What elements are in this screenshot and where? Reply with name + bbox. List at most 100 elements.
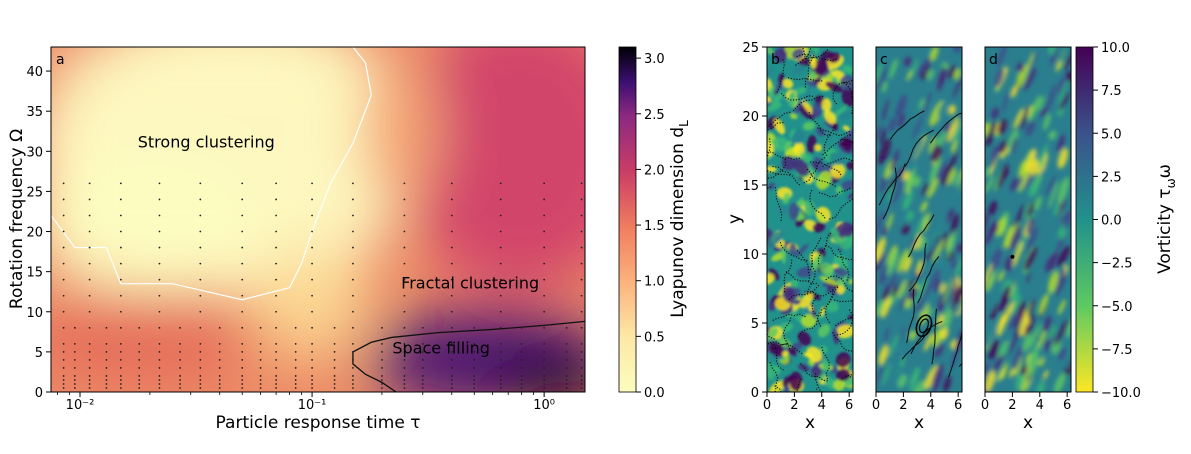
sample-point: [565, 375, 568, 377]
colorbar-dimension-tick-label: 1.0: [644, 275, 665, 290]
sample-point: [403, 230, 406, 233]
sample-point: [421, 383, 424, 385]
sample-point: [62, 278, 65, 281]
sample-point: [294, 326, 297, 329]
sample-point: [311, 367, 313, 369]
sample-point: [543, 342, 546, 345]
sample-point: [158, 350, 161, 353]
sample-point: [275, 310, 278, 313]
colorbar-vorticity-ticks: 10.0 7.5 5.0 2.5 0.0 −2.5 −5.0 −7.5 −10.0: [1093, 41, 1141, 401]
sample-point: [119, 230, 122, 233]
sample-point: [275, 246, 278, 249]
sample-point: [105, 350, 108, 353]
y-tick-label-b: 10: [742, 248, 759, 263]
sample-point: [352, 214, 354, 217]
sample-point: [450, 310, 453, 313]
sample-point: [259, 342, 262, 345]
sample-point: [543, 278, 546, 281]
sample-point: [88, 198, 91, 201]
sample-point: [73, 326, 76, 329]
y-tick-label-a: 15: [26, 266, 43, 281]
sample-point: [158, 375, 161, 377]
sample-point: [352, 294, 354, 297]
sample-point: [381, 379, 383, 381]
sample-point: [520, 342, 523, 345]
sample-point: [241, 182, 244, 185]
sample-point: [333, 350, 336, 353]
particle-filament: [771, 313, 806, 322]
sample-point: [259, 379, 262, 381]
sample-point: [275, 387, 278, 389]
particle-filament: [774, 385, 782, 392]
particle-filament: [817, 127, 851, 137]
sample-point: [199, 198, 202, 201]
sample-point: [543, 182, 546, 185]
sample-point: [199, 342, 202, 345]
sample-point: [138, 326, 141, 329]
sample-point: [218, 359, 221, 361]
sample-point: [499, 342, 502, 345]
sample-point: [199, 359, 202, 361]
sample-point: [543, 375, 546, 377]
sample-point: [381, 383, 383, 385]
axes-b-ticks: 0 2 4 6 0 5 10 15 20 25: [742, 41, 853, 413]
sample-point: [311, 214, 313, 217]
particle-filament: [901, 323, 933, 360]
colorbar-vorticity-gradient: [1075, 46, 1094, 393]
sample-point: [543, 326, 546, 329]
x-axis-label-c: x: [914, 413, 924, 433]
sample-point: [275, 198, 278, 201]
sample-point: [138, 342, 141, 345]
axes-frame-a: [50, 46, 586, 393]
sample-point: [311, 387, 313, 389]
y-tick-label-b: 0: [751, 386, 759, 401]
sample-point: [499, 294, 502, 297]
particle-filament: [783, 258, 793, 293]
sample-point: [73, 342, 76, 345]
sample-point: [403, 383, 406, 385]
sample-point: [421, 379, 424, 381]
sample-point: [403, 387, 406, 389]
colorbar-vorticity-tick-label: −7.5: [1101, 343, 1133, 358]
sample-point: [543, 379, 546, 381]
sample-point: [565, 359, 568, 361]
particle-filament: [801, 47, 810, 62]
sample-point: [311, 198, 313, 201]
sample-point: [294, 350, 297, 353]
sample-point: [311, 350, 313, 353]
sample-point: [119, 294, 122, 297]
x-tick-label-c: 4: [927, 398, 935, 413]
sample-point: [88, 294, 91, 297]
sample-point: [179, 359, 182, 361]
sample-point: [352, 367, 354, 369]
sample-point: [580, 262, 583, 265]
colorbar-vorticity-tick-label: 0.0: [1101, 214, 1122, 229]
sample-point: [105, 367, 108, 369]
sample-point: [218, 342, 221, 345]
sample-point: [294, 387, 297, 389]
sample-point: [199, 230, 202, 233]
sample-point: [580, 387, 583, 389]
sample-point: [241, 310, 244, 313]
sample-point: [580, 310, 583, 313]
vorticity-field-c: [876, 47, 962, 392]
sample-point: [333, 375, 336, 377]
particle-filament: [805, 167, 837, 187]
sample-point: [381, 326, 383, 329]
sample-point: [275, 375, 278, 377]
sample-point: [352, 278, 354, 281]
sample-point: [580, 214, 583, 217]
sample-point: [352, 246, 354, 249]
sample-point: [520, 379, 523, 381]
sample-point: [275, 379, 278, 381]
sample-point: [421, 342, 424, 345]
sample-point: [241, 214, 244, 217]
y-tick-label-a: 40: [26, 65, 43, 80]
sample-point: [499, 246, 502, 249]
sample-point: [62, 310, 65, 313]
x-tick-label-d: 6: [1063, 398, 1071, 413]
particle-filament: [780, 93, 815, 101]
particle-filament: [772, 165, 802, 187]
sample-point: [543, 367, 546, 369]
particle-filament: [803, 156, 827, 184]
